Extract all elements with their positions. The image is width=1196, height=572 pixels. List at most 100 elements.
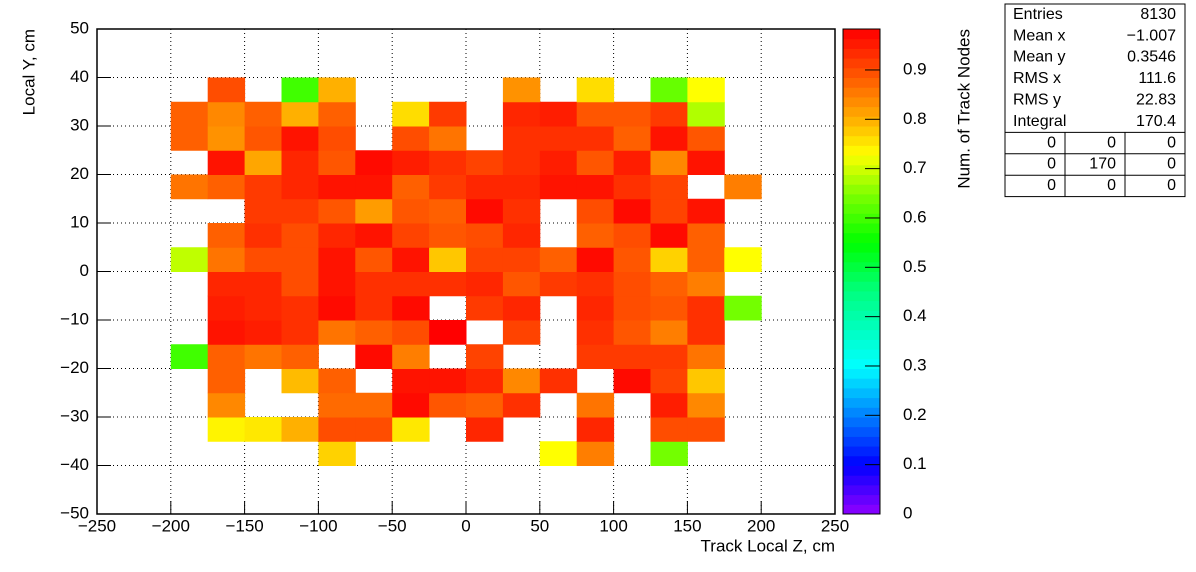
heatmap-cell [502,77,541,103]
colorbar-band [843,29,880,40]
colorbar-band [843,155,880,166]
colorbar-band [843,48,880,59]
y-tick-label: 40 [70,67,89,86]
colorbar-band [843,484,880,496]
heatmap-cell [502,368,541,394]
heatmap-cell [466,344,504,369]
colorbar-band [843,290,880,302]
stats-cell: 0 [1047,177,1056,194]
colorbar-band [843,203,880,214]
heatmap-cell [318,247,356,272]
heatmap-cell [650,174,688,200]
heatmap-cell [687,150,725,175]
heatmap-cell [466,150,504,175]
heatmap-cell [429,320,467,345]
z-tick-label: 0.7 [903,158,927,177]
colorbar-band [843,126,880,137]
heatmap-cell [502,223,541,248]
heatmap-cell [539,101,578,127]
heatmap-cell [576,392,615,418]
x-tick-label: −150 [225,516,263,535]
x-tick-label: 200 [747,516,775,535]
stats-cell: 0 [1107,177,1116,194]
heatmap-cell [281,126,319,151]
heatmap-cell [281,247,319,272]
heatmap-cell [355,174,393,200]
heatmap-cell [170,174,209,200]
heatmap-cell [502,126,541,151]
heatmap-cell [466,368,504,394]
colorbar-band [843,494,880,505]
heatmap-cell [687,392,725,418]
heatmap-cell [466,223,504,248]
stats-value: 170.4 [1136,113,1176,130]
heatmap-cell [281,295,319,321]
heatmap-cell [244,174,282,200]
y-tick-label: −20 [60,358,89,377]
stats-value: 111.6 [1138,70,1176,87]
heatmap-cell [539,174,578,200]
stats-label: Entries [1013,6,1063,23]
heatmap-cell [318,441,356,466]
colorbar-band [843,358,880,369]
heatmap-cell [687,247,725,272]
heatmap-cell [244,320,282,345]
colorbar-band [843,145,880,156]
heatmap-cell [576,150,615,175]
heatmap-cell [207,417,246,442]
heatmap-cell [207,392,246,418]
heatmap-cell [207,223,246,248]
colorbar-band [843,223,880,234]
y-tick-label: 30 [70,115,89,134]
heatmap-cell [502,198,541,224]
x-tick-label: 150 [673,516,701,535]
z-tick-label: 0.2 [903,405,927,424]
heatmap-cell [170,126,209,151]
heatmap-cell [244,150,282,175]
heatmap-cell [650,368,688,394]
heatmap-cell [392,271,430,297]
heatmap-cell [244,271,282,297]
heatmap-cell [244,101,282,127]
colorbar-band [843,378,880,389]
heatmap-cell [576,295,615,321]
heatmap-cell [613,271,651,297]
heatmap-cell [687,101,725,127]
heatmap-cell [650,101,688,127]
heatmap-cell [392,174,430,200]
heatmap-cell [318,271,356,297]
heatmap-cell [392,150,430,175]
heatmap-cell [650,126,688,151]
heatmap-cell [466,295,504,321]
heatmap-cell [355,392,393,418]
colorbar-band [843,310,880,321]
heatmap-cell [281,198,319,224]
heatmap-cell [244,126,282,151]
heatmap-cell [392,295,430,321]
colorbar-band [843,436,880,447]
heatmap-cell [502,295,541,321]
colorbar-band [843,339,880,350]
heatmap-cell [392,344,430,369]
colorbar-frame [842,28,881,515]
y-tick-label: 20 [70,164,89,183]
heatmap-cell [576,174,615,200]
stats-box [1004,3,1186,198]
stats-label: Integral [1013,113,1066,130]
heatmap-cell [281,368,319,394]
colorbar-band [843,320,880,331]
colorbar-band [843,38,880,49]
heatmap-cell [207,247,246,272]
heatmap-cell [687,344,725,369]
heatmap-cell [281,320,319,345]
heatmap-cell [613,126,651,151]
y-tick-label: −10 [60,309,89,328]
heatmap-cell [281,174,319,200]
colorbar-band [843,213,880,224]
heatmap-cell [502,174,541,200]
heatmap-cell [355,247,393,272]
heatmap-cell [613,223,651,248]
z-tick-label: 0.4 [903,306,927,325]
colorbar-band [843,417,880,428]
y-tick-label: −30 [60,406,89,425]
